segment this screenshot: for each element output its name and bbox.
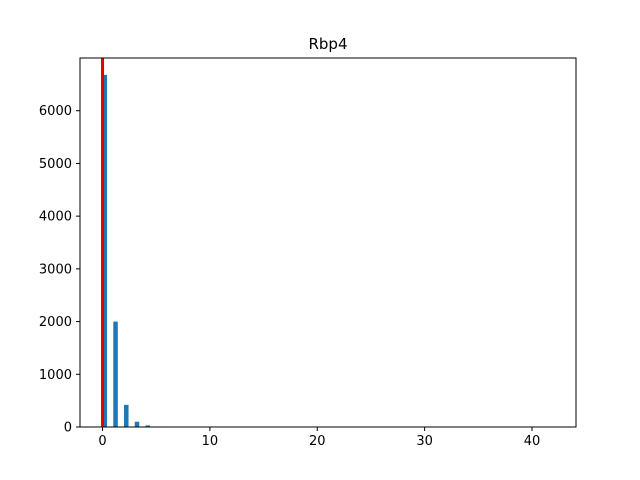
axes-frame [79, 57, 577, 428]
bar-0 [102, 74, 108, 428]
chart-title: Rbp4 [308, 35, 347, 53]
bars-group [102, 74, 558, 428]
x-tick-label: 10 [202, 434, 219, 449]
y-tick-label: 6000 [39, 104, 72, 119]
y-tick-label: 5000 [39, 157, 72, 172]
bar-1 [113, 321, 118, 427]
bar-3 [134, 421, 140, 427]
x-axis-ticks: 0 10 20 30 40 [98, 427, 540, 449]
x-tick-label: 0 [98, 434, 106, 449]
x-tick-label: 40 [524, 434, 541, 449]
y-tick-label: 4000 [39, 210, 72, 225]
y-tick-label: 3000 [39, 262, 72, 277]
bar-2 [124, 404, 129, 427]
y-tick-label: 1000 [39, 368, 72, 383]
y-tick-label: 0 [64, 421, 72, 436]
x-tick-label: 20 [309, 434, 326, 449]
y-axis-ticks: 0 1000 2000 3000 4000 5000 6000 [39, 104, 80, 436]
x-tick-label: 30 [416, 434, 433, 449]
bar-4 [145, 425, 150, 427]
y-tick-label: 2000 [39, 315, 72, 330]
